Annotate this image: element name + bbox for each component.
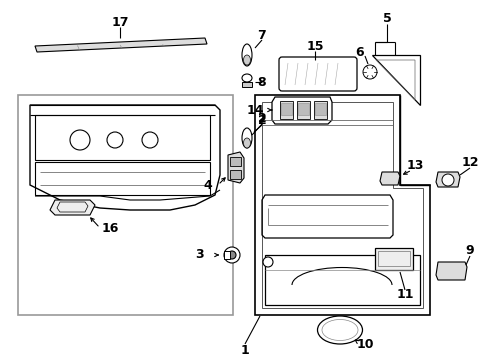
Polygon shape <box>435 262 466 280</box>
Polygon shape <box>50 200 95 215</box>
Text: 5: 5 <box>382 12 390 24</box>
Text: 12: 12 <box>460 156 478 168</box>
Polygon shape <box>379 172 399 185</box>
Text: 7: 7 <box>257 28 266 41</box>
Text: 10: 10 <box>356 338 373 351</box>
Polygon shape <box>35 38 206 52</box>
Ellipse shape <box>243 55 250 65</box>
Polygon shape <box>271 97 331 124</box>
Bar <box>297 103 308 115</box>
Text: 4: 4 <box>203 179 212 192</box>
Text: 2: 2 <box>257 112 266 125</box>
Ellipse shape <box>242 74 251 82</box>
Bar <box>313 101 326 119</box>
Text: 9: 9 <box>465 243 473 257</box>
Polygon shape <box>435 172 459 187</box>
Bar <box>224 251 229 259</box>
Text: 11: 11 <box>395 288 413 302</box>
Text: 16: 16 <box>101 221 119 234</box>
Bar <box>374 248 412 270</box>
Polygon shape <box>371 55 419 105</box>
Text: 15: 15 <box>305 40 323 53</box>
Ellipse shape <box>317 316 362 344</box>
Bar <box>229 157 241 166</box>
Text: 3: 3 <box>195 248 204 261</box>
Text: 14: 14 <box>246 104 263 117</box>
Text: 17: 17 <box>111 15 128 28</box>
Text: 13: 13 <box>406 158 423 171</box>
Bar <box>281 103 291 115</box>
Circle shape <box>441 174 453 186</box>
Polygon shape <box>227 152 244 183</box>
Bar <box>18 95 232 315</box>
Text: 2: 2 <box>257 113 266 126</box>
Text: 8: 8 <box>257 76 266 89</box>
Ellipse shape <box>242 44 251 66</box>
Circle shape <box>227 251 236 259</box>
Bar <box>377 251 409 266</box>
Ellipse shape <box>243 138 250 148</box>
Circle shape <box>362 65 376 79</box>
Circle shape <box>224 247 240 263</box>
Circle shape <box>263 257 272 267</box>
Bar <box>296 101 309 119</box>
FancyBboxPatch shape <box>279 57 356 91</box>
Bar <box>242 82 251 87</box>
Text: 6: 6 <box>355 45 364 59</box>
Ellipse shape <box>242 128 251 148</box>
Bar <box>229 170 241 179</box>
Bar <box>314 103 325 115</box>
Bar <box>280 101 292 119</box>
Text: 1: 1 <box>240 343 249 356</box>
